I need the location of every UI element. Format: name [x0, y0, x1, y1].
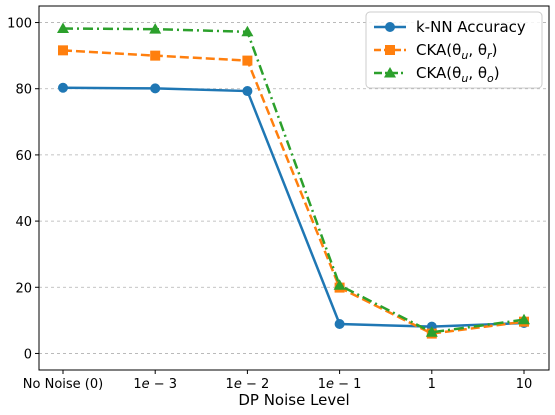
series-0 — [58, 82, 529, 332]
data-point — [242, 55, 253, 66]
data-point — [334, 319, 345, 330]
x-tick-label: 1e − 3 — [133, 377, 177, 392]
data-point — [333, 279, 346, 290]
legend-label: CKA(θu, θo) — [416, 64, 500, 85]
data-point — [149, 23, 162, 34]
legend-marker — [385, 45, 395, 55]
data-point — [150, 83, 161, 94]
y-tick-label: 40 — [15, 215, 32, 230]
data-point — [57, 22, 69, 34]
y-tick-label: 20 — [15, 281, 32, 296]
data-point — [518, 313, 530, 325]
x-axis-label: DP Noise Level — [238, 391, 349, 409]
y-tick-label: 60 — [15, 149, 32, 164]
series-line — [62, 49, 525, 335]
data-point — [425, 326, 438, 337]
data-point — [58, 45, 68, 56]
x-tick-label: 1e − 1 — [318, 377, 362, 392]
legend: k-NN Accuracy CKA(θu, θr)CKA(θu, θo) — [365, 11, 543, 89]
legend-label: CKA(θu, θr) — [416, 41, 497, 62]
legend-marker — [384, 67, 396, 78]
x-tick-label: 10 — [516, 377, 533, 392]
grid — [39, 22, 549, 354]
data-point — [241, 25, 254, 37]
x-tick-label: 1e − 2 — [226, 377, 270, 392]
y-tick-label: 100 — [7, 17, 32, 32]
data-point — [58, 82, 68, 93]
data-point — [150, 50, 161, 61]
plot-frame — [38, 5, 550, 371]
data-point — [242, 86, 253, 97]
legend-item: CKA(θu, θr) — [374, 41, 497, 62]
x-tick-label: 1 — [428, 377, 436, 392]
x-tick-label: No Noise (0) — [23, 377, 103, 392]
legend-marker — [385, 22, 395, 32]
series-layer — [57, 22, 530, 339]
x-axis-ticks: No Noise (0) 1e − 3 1e − 2 1e − 1 1 10 — [23, 370, 532, 392]
y-tick-label: 80 — [15, 83, 32, 98]
legend-item: CKA(θu, θo) — [374, 64, 500, 85]
legend-label: k-NN Accuracy — [416, 18, 526, 36]
series-line — [62, 86, 525, 328]
y-axis-ticks: 0 20 40 60 80 100 — [7, 17, 39, 362]
legend-item: k-NN Accuracy — [374, 18, 526, 36]
series-2 — [57, 22, 530, 337]
y-tick-label: 0 — [24, 347, 32, 362]
legend-box — [365, 11, 543, 89]
